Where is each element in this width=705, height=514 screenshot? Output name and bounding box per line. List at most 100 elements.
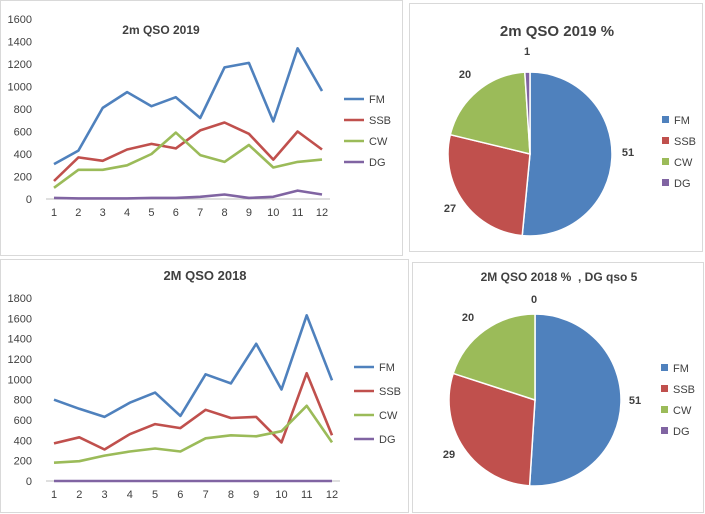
pie-slice-cw xyxy=(449,71,531,155)
y-tick-label: 600 xyxy=(14,127,32,139)
x-tick-label: 3 xyxy=(101,489,107,501)
chart-title: 2m QSO 2019 xyxy=(122,23,200,37)
legend-label-ssb: SSB xyxy=(673,384,695,396)
legend-label-fm: FM xyxy=(379,362,395,374)
legend-swatch-ssb xyxy=(661,385,668,392)
chart-2019-pie: 2m QSO 2019 % 51 27 20 1 FM SSB CW DG xyxy=(444,23,696,237)
legend-swatch-fm xyxy=(662,116,669,123)
legend-swatch-fm xyxy=(661,364,668,371)
x-tick-label: 10 xyxy=(275,489,287,501)
chart-2018-line: 2M QSO 2018 0 200 400 600 800 1000 1200 1400 160… xyxy=(8,268,402,501)
legend-label-dg: DG xyxy=(674,178,691,190)
data-label-cw: 20 xyxy=(462,312,474,324)
y-tick-label: 800 xyxy=(14,395,32,407)
y-tick-label: 1000 xyxy=(8,374,32,386)
chart-2019-pie-panel: 2m QSO 2019 % 51 27 20 1 FM SSB CW DG xyxy=(409,3,703,252)
y-tick-label: 400 xyxy=(14,435,32,447)
x-tick-label: 9 xyxy=(246,207,252,219)
y-tick-label: 1200 xyxy=(8,354,32,366)
x-tick-label: 3 xyxy=(100,207,106,219)
x-tick-label: 2 xyxy=(75,207,81,219)
y-tick-label: 200 xyxy=(14,456,32,468)
y-tick-label: 1000 xyxy=(8,82,32,94)
legend-label-fm: FM xyxy=(674,115,690,127)
legend-label-dg: DG xyxy=(369,157,386,169)
x-tick-label: 7 xyxy=(203,489,209,501)
x-tick-label: 9 xyxy=(253,489,259,501)
pie-slice-cw xyxy=(452,313,536,402)
legend-label-cw: CW xyxy=(369,136,388,148)
y-tick-label: 1400 xyxy=(8,37,32,49)
x-tick-label: 4 xyxy=(124,207,130,219)
x-tick-label: 8 xyxy=(221,207,227,219)
chart-title: 2M QSO 2018 % , DG qso 5 xyxy=(481,270,638,284)
chart-2018-pie-panel: 2M QSO 2018 % , DG qso 5 51 29 20 0 FM SSB CW D… xyxy=(412,262,704,513)
y-tick-label: 600 xyxy=(14,415,32,427)
series-line-fm xyxy=(53,313,334,419)
legend-swatch-cw xyxy=(661,406,668,413)
x-tick-label: 4 xyxy=(127,489,133,501)
series-line-fm xyxy=(53,46,324,166)
x-tick-label: 6 xyxy=(173,207,179,219)
x-tick-label: 1 xyxy=(51,489,57,501)
chart-2018-pie: 2M QSO 2018 % , DG qso 5 51 29 20 0 FM SSB CW D… xyxy=(443,270,695,487)
chart-2019-line-panel: 2m QSO 2019 0 200 400 600 800 1000 1200 1400 160… xyxy=(0,0,403,256)
pie-slice-ssb xyxy=(448,372,536,487)
chart-title: 2M QSO 2018 xyxy=(163,268,246,283)
series-line-cw xyxy=(53,404,334,464)
x-tick-label: 6 xyxy=(177,489,183,501)
legend-label-cw: CW xyxy=(674,157,693,169)
x-tick-label: 11 xyxy=(292,207,303,219)
x-tick-label: 7 xyxy=(197,207,203,219)
chart-title: 2m QSO 2019 % xyxy=(500,23,614,40)
x-tick-label: 10 xyxy=(267,207,279,219)
x-tick-label: 2 xyxy=(76,489,82,501)
x-tick-label: 8 xyxy=(228,489,234,501)
x-tick-label: 1 xyxy=(51,207,57,219)
x-tick-label: 12 xyxy=(326,489,338,501)
data-label-cw: 20 xyxy=(459,69,471,81)
y-tick-label: 400 xyxy=(14,149,32,161)
pie-slice-ssb xyxy=(447,133,531,237)
y-tick-label: 800 xyxy=(14,104,32,116)
legend-label-fm: FM xyxy=(673,363,689,375)
y-tick-label: 1400 xyxy=(8,334,32,346)
data-label-fm: 51 xyxy=(629,395,641,407)
legend-label-cw: CW xyxy=(379,410,398,422)
legend-label-ssb: SSB xyxy=(379,386,401,398)
chart-2018-line-panel: 2M QSO 2018 0 200 400 600 800 1000 1200 1400 160… xyxy=(0,259,409,513)
legend-swatch-dg xyxy=(661,427,668,434)
x-tick-label: 12 xyxy=(316,207,328,219)
legend-label-fm: FM xyxy=(369,94,385,106)
pie-slice-fm xyxy=(528,313,622,487)
y-tick-label: 1600 xyxy=(8,313,32,325)
chart-2019-line: 2m QSO 2019 0 200 400 600 800 1000 1200 1400 160… xyxy=(8,14,392,219)
legend-label-ssb: SSB xyxy=(369,115,391,127)
legend-swatch-ssb xyxy=(662,137,669,144)
data-label-dg: 0 xyxy=(531,294,537,306)
data-label-fm: 51 xyxy=(622,147,634,159)
x-tick-label: 5 xyxy=(148,207,154,219)
legend-label-cw: CW xyxy=(673,405,692,417)
y-tick-label: 200 xyxy=(14,172,32,184)
y-tick-label: 1600 xyxy=(8,14,32,26)
legend-label-ssb: SSB xyxy=(674,136,696,148)
legend-label-dg: DG xyxy=(379,434,396,446)
y-tick-label: 1200 xyxy=(8,59,32,71)
x-tick-label: 5 xyxy=(152,489,158,501)
series-line-ssb xyxy=(53,371,334,451)
y-tick-label: 0 xyxy=(26,476,32,488)
pie-slice-fm xyxy=(521,71,613,237)
legend-swatch-cw xyxy=(662,158,669,165)
series-line-cw xyxy=(53,131,323,189)
data-label-dg: 1 xyxy=(524,46,530,58)
legend-label-dg: DG xyxy=(673,426,690,438)
series-line-ssb xyxy=(53,121,323,182)
data-label-ssb: 29 xyxy=(443,449,455,461)
pie-slice-dg xyxy=(524,71,531,155)
y-tick-label: 1800 xyxy=(8,293,32,305)
series-line-dg xyxy=(53,189,323,200)
legend-swatch-dg xyxy=(662,179,669,186)
data-label-ssb: 27 xyxy=(444,203,456,215)
x-tick-label: 11 xyxy=(301,489,312,501)
